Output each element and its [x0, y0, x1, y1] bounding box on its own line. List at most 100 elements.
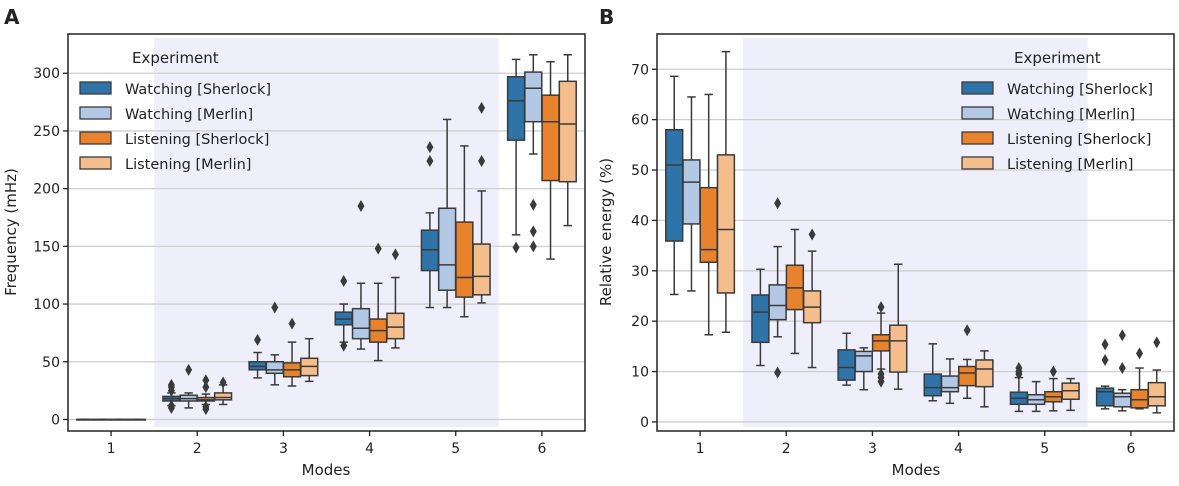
y-tick-label: 100	[33, 297, 60, 313]
box-listening-merlin-mode-1	[127, 418, 147, 421]
outlier-marker	[1153, 336, 1161, 349]
box-listening-merlin-mode-6	[1147, 336, 1166, 414]
legend-swatch	[79, 81, 112, 95]
box-listening-merlin-mode-6	[558, 54, 577, 227]
x-tick-label: 1	[107, 441, 116, 457]
y-axis-label-b: Relative energy (%)	[597, 158, 615, 306]
outlier-marker	[357, 199, 365, 212]
outlier-marker	[202, 374, 210, 387]
axes-frame	[67, 33, 586, 432]
box-listening-merlin-mode-2	[213, 376, 233, 406]
legend-title: Experiment	[1014, 49, 1101, 67]
box-iqr	[768, 284, 787, 321]
box-watching-merlin-mode-5	[1026, 380, 1046, 413]
box-iqr	[541, 94, 560, 182]
outlier-marker	[529, 225, 537, 238]
outlier-marker	[167, 399, 175, 412]
outlier-marker	[426, 141, 434, 154]
box-watching-merlin-mode-1	[682, 96, 701, 292]
legend: Experiment Watching [Sherlock] Watching [M…	[961, 49, 1153, 173]
outlier-marker	[202, 381, 210, 394]
legend-entry: Watching [Sherlock]	[125, 82, 271, 98]
box-iqr	[558, 80, 577, 183]
box-watching-merlin-mode-3	[265, 301, 284, 386]
box-iqr	[889, 324, 908, 373]
outlier-marker	[340, 339, 348, 352]
box-watching-merlin-mode-6	[524, 54, 543, 253]
box-iqr	[958, 365, 977, 387]
box-watching-sherlock-mode-6	[1095, 338, 1115, 410]
x-tick-label: 5	[451, 441, 460, 457]
y-tick-label: 60	[631, 113, 649, 129]
x-axis-label-b: Modes	[892, 461, 941, 479]
box-iqr	[716, 154, 736, 294]
legend-entry: Listening [Sherlock]	[1007, 132, 1151, 148]
box-iqr	[1095, 387, 1115, 407]
legend-entry: Watching [Sherlock]	[1007, 82, 1153, 98]
legend-swatch	[961, 106, 994, 120]
outlier-marker	[167, 378, 175, 391]
y-tick-label: 250	[33, 124, 60, 140]
box-listening-merlin-mode-5	[472, 101, 491, 304]
box-iqr	[940, 375, 960, 393]
box-iqr	[524, 71, 543, 123]
outlier-marker	[774, 197, 782, 210]
outlier-marker	[774, 366, 782, 379]
panel-b: 0 10 20 30 40 50 60 70 1 2 3 4 5 6 Experiment Watching …	[597, 5, 1175, 479]
box-iqr	[472, 243, 491, 296]
legend-entry: Listening [Merlin]	[1007, 157, 1133, 173]
outlier-marker	[529, 198, 537, 211]
outlier-marker	[877, 301, 885, 314]
outlier-marker	[877, 368, 885, 381]
axes-frame	[656, 33, 1175, 432]
box-watching-sherlock-mode-5	[1009, 362, 1029, 413]
outlier-marker	[374, 242, 382, 255]
panel-a: 0 50 100 150 200 250 300 1 2 3 4 5 6 Experiment Watchi…	[2, 5, 586, 479]
outlier-marker	[288, 317, 296, 330]
outlier-marker	[1118, 362, 1126, 375]
box-listening-merlin-mode-4	[975, 350, 994, 408]
box-iqr	[1113, 392, 1132, 408]
legend-entry: Listening [Merlin]	[125, 157, 251, 173]
outlier-marker	[963, 324, 971, 337]
box-listening-merlin-mode-4	[386, 248, 405, 349]
box-iqr	[386, 312, 405, 340]
panel-label-a: A	[4, 5, 20, 29]
legend-entry: Listening [Sherlock]	[125, 132, 269, 148]
outlier-marker	[529, 240, 537, 253]
y-tick-label: 0	[51, 412, 60, 428]
outlier-marker	[391, 248, 399, 261]
box-iqr	[1130, 388, 1149, 409]
box-iqr	[437, 207, 457, 291]
box-iqr	[837, 349, 856, 381]
box-iqr	[265, 361, 284, 375]
box-listening-merlin-mode-2	[802, 228, 822, 369]
y-tick-label: 0	[640, 415, 649, 431]
box-watching-sherlock-mode-2	[751, 268, 770, 367]
box-iqr	[213, 392, 233, 401]
box-watching-merlin-mode-4	[351, 199, 371, 350]
box-iqr	[506, 75, 526, 141]
box-listening-sherlock-mode-3	[871, 301, 891, 388]
legend: Experiment Watching [Sherlock] Watching [M…	[79, 49, 271, 173]
legend-entry: Watching [Merlin]	[1007, 107, 1135, 123]
box-listening-sherlock-mode-2	[785, 228, 805, 355]
y-axis-label-a: Frequency (mHz)	[2, 168, 20, 296]
box-iqr	[871, 334, 891, 352]
box-iqr	[1147, 381, 1166, 407]
outlier-marker	[512, 241, 520, 254]
y-tick-label: 10	[631, 365, 649, 381]
box-iqr	[351, 307, 371, 340]
outlier-marker	[185, 363, 193, 376]
panel-label-b: B	[599, 5, 614, 29]
y-tick-label: 150	[33, 239, 60, 255]
legend-swatch	[961, 131, 994, 145]
y-tick-label: 50	[42, 355, 60, 371]
box-listening-merlin-mode-3	[300, 337, 319, 383]
legend-swatch	[961, 156, 994, 170]
box-iqr	[665, 128, 684, 242]
y-tick-label: 20	[631, 314, 649, 330]
x-tick-label: 1	[696, 441, 705, 457]
y-tick-label: 70	[631, 62, 649, 78]
box-listening-sherlock-mode-6	[1130, 347, 1149, 410]
